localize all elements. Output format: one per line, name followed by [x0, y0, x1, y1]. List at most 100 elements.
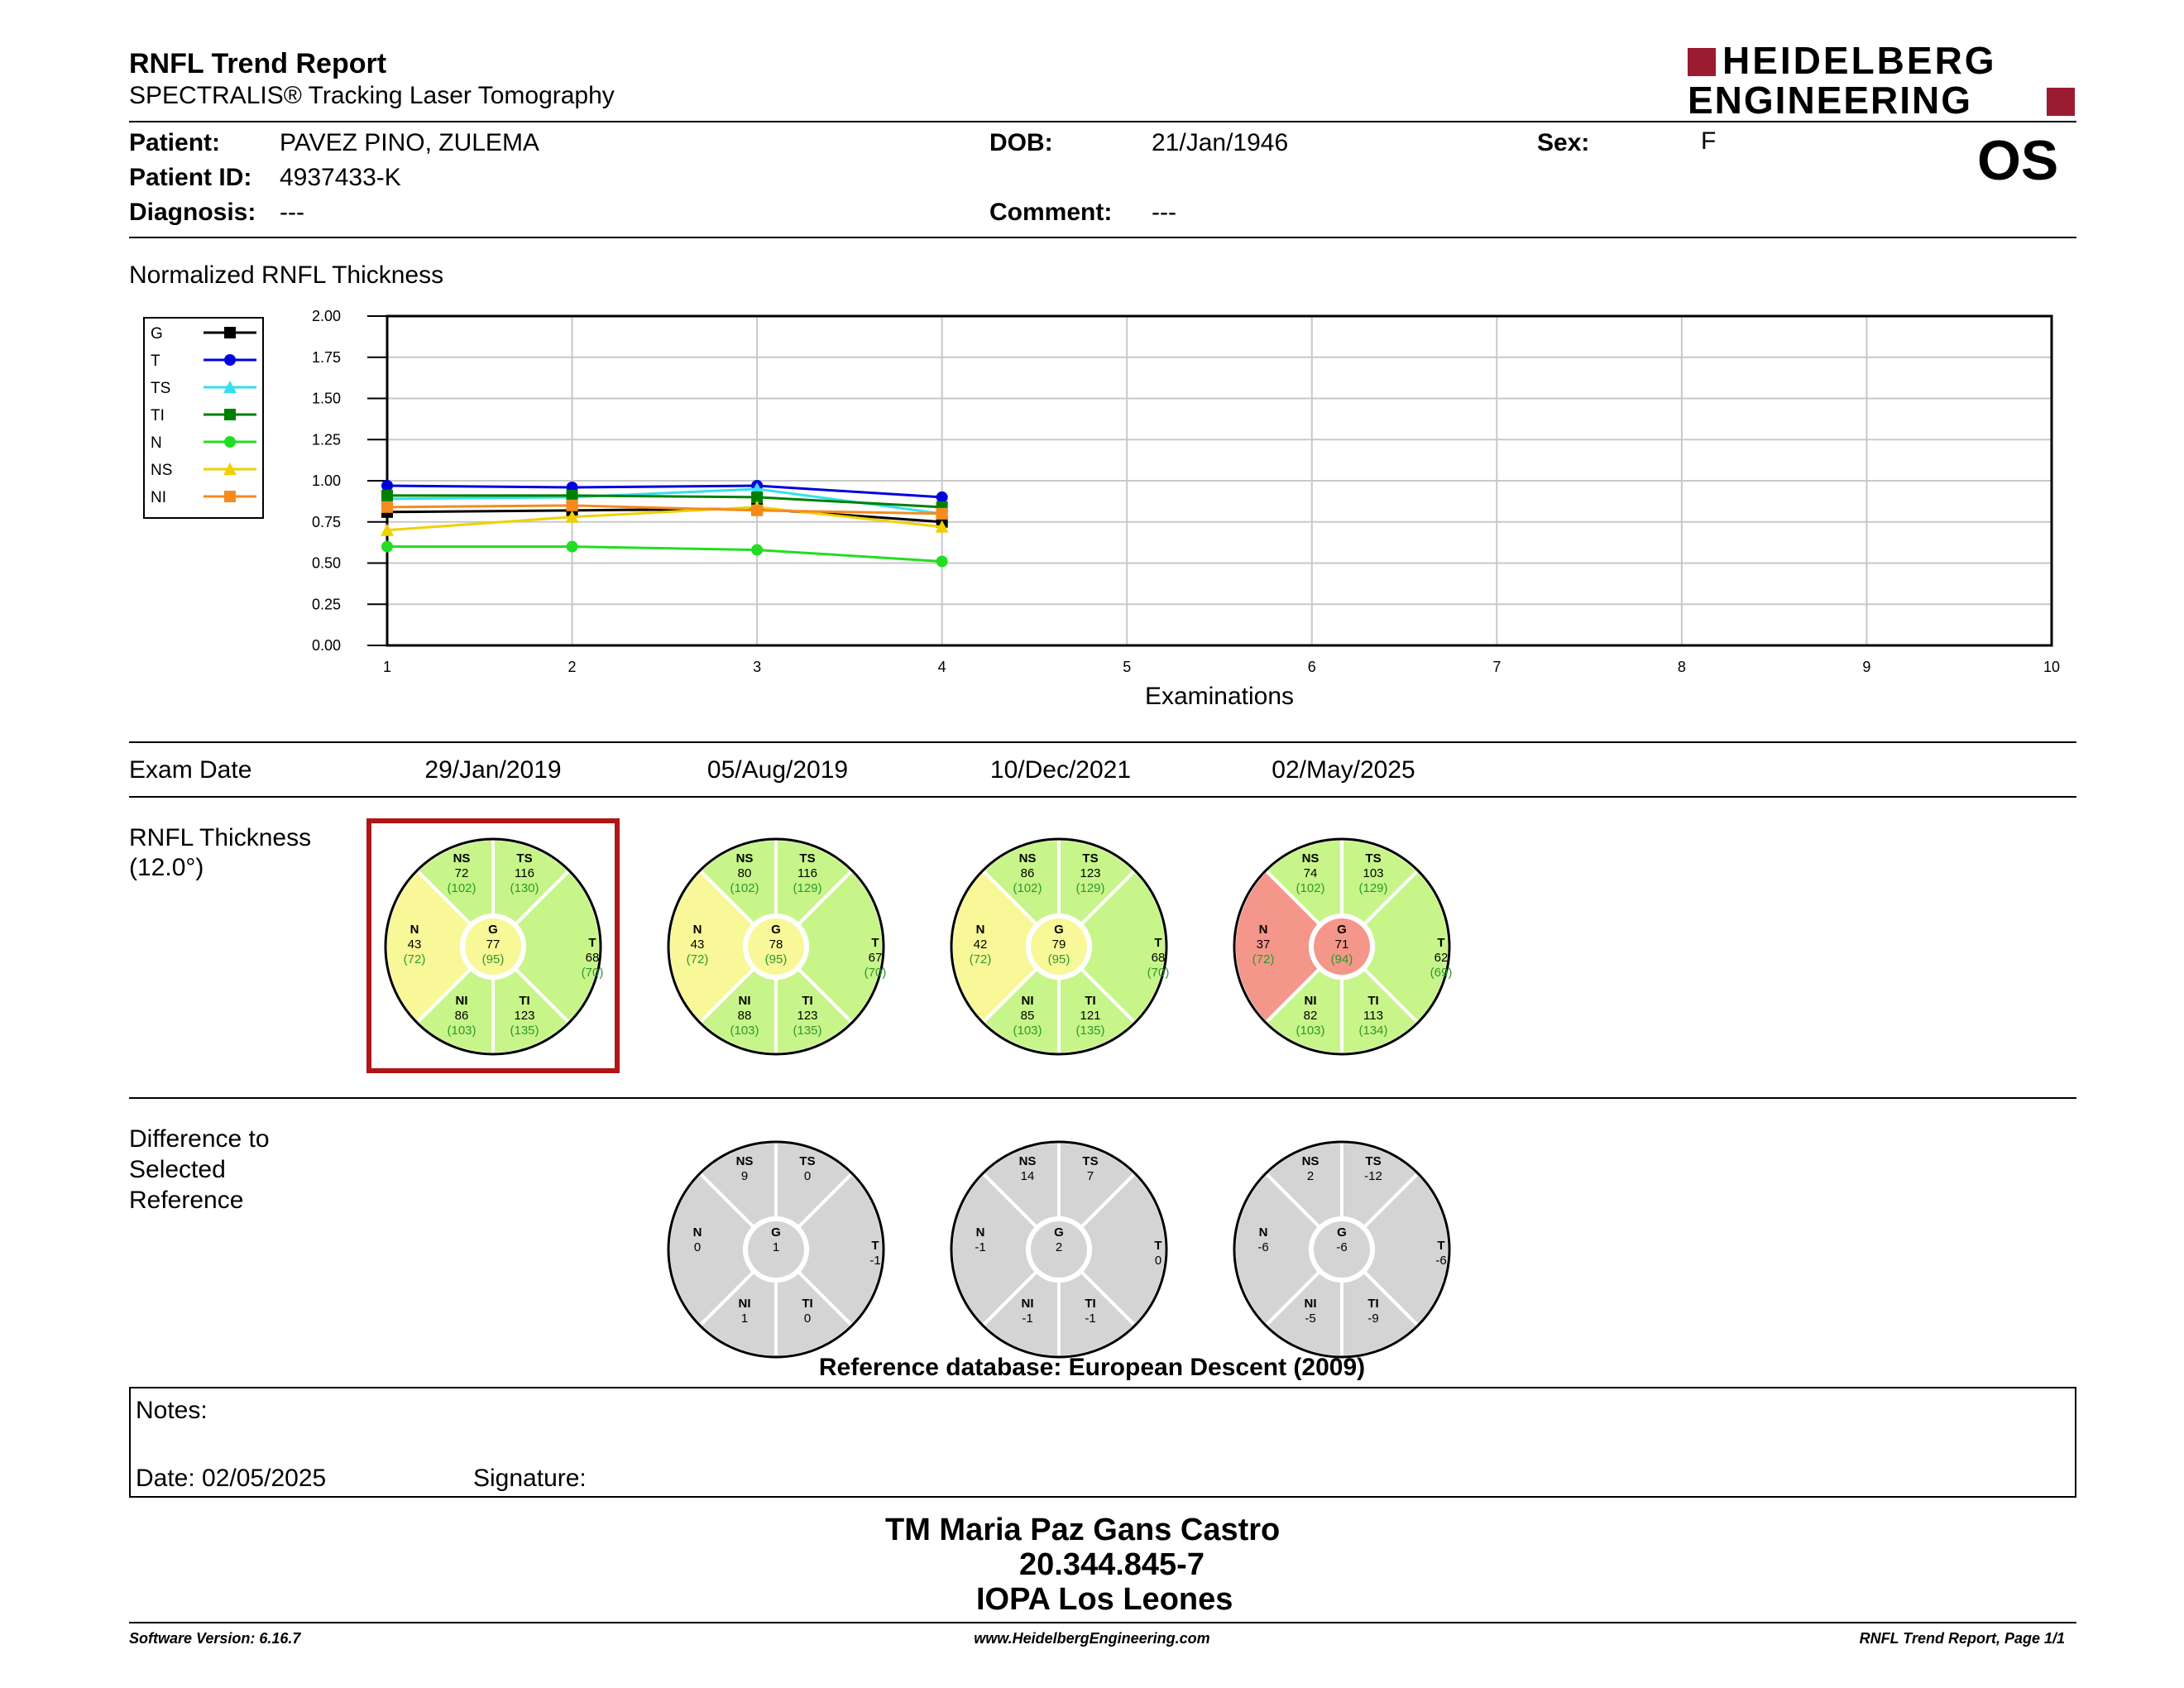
sector-name: TI: [1085, 1297, 1095, 1311]
notes-date: Date: 02/05/2025: [136, 1465, 327, 1492]
data-point: [381, 479, 393, 492]
series-line: [387, 545, 942, 563]
patient-id: 4937433-K: [280, 164, 401, 191]
report-title: RNFL Trend Report: [129, 48, 387, 79]
sector-normal: (103): [730, 1024, 759, 1038]
outer-ring: [384, 837, 602, 1056]
exam-date-1: 29/Jan/2019: [424, 756, 562, 784]
stamp-org: IOPA Los Leones: [976, 1582, 1233, 1617]
data-point: [751, 491, 764, 503]
sector-name: G: [1054, 1225, 1064, 1240]
outer-ring: [1233, 837, 1451, 1056]
sector-name: NI: [739, 994, 751, 1008]
legend-label: TI: [151, 407, 165, 424]
footer-divider: [129, 1622, 2076, 1623]
data-point: [566, 540, 578, 553]
sector-difference: -6: [1435, 1254, 1446, 1268]
data-point: [751, 504, 764, 516]
page-number: RNFL Trend Report, Page 1/1: [1859, 1630, 2065, 1647]
legend-marker: [224, 491, 236, 502]
sector-name: NS: [1302, 1154, 1320, 1168]
sector-name: TI: [1085, 994, 1095, 1008]
sector-name: T: [1437, 936, 1444, 950]
sector-value: 121: [1080, 1009, 1100, 1023]
sector-name: N: [976, 1225, 985, 1240]
series-ni: [381, 499, 948, 520]
selected-reference-frame: [366, 818, 620, 1073]
sector-name: N: [693, 923, 702, 937]
sector-difference: -1: [1085, 1312, 1095, 1326]
sector-difference: 2: [1056, 1240, 1062, 1254]
sector-normal: (129): [793, 881, 821, 895]
sector-difference: 7: [1087, 1169, 1094, 1183]
patient-label: Patient:: [129, 129, 221, 156]
sector-normal: (102): [1013, 881, 1042, 895]
data-point: [381, 501, 393, 513]
sector-difference: 1: [773, 1240, 779, 1254]
y-tick-label: 0.25: [312, 596, 341, 612]
sector-value: 113: [1363, 1009, 1383, 1023]
exam-date-label: Exam Date: [129, 756, 252, 784]
sector-difference: 0: [1155, 1254, 1161, 1268]
sector-normal: (103): [447, 1024, 476, 1038]
website-link[interactable]: www.HeidelbergEngineering.com: [974, 1630, 1210, 1647]
sector-value: 123: [514, 1009, 534, 1023]
exam-date-divider: [129, 796, 2076, 798]
series-ti: [381, 489, 948, 513]
sector-value: 116: [515, 866, 534, 880]
sector-name: TI: [519, 994, 529, 1008]
sector-name: G: [1337, 1225, 1347, 1240]
sector-name: G: [1054, 923, 1064, 937]
comment-value: ---: [1152, 199, 1176, 226]
sector-difference: 0: [694, 1240, 701, 1254]
sector-name: T: [1437, 1239, 1444, 1253]
data-point: [936, 507, 948, 520]
center-ring: [743, 914, 809, 980]
sector-name: NS: [1302, 851, 1320, 866]
legend-marker: [224, 409, 236, 420]
sector-name: NS: [736, 851, 754, 866]
sex-label: Sex:: [1537, 129, 1590, 156]
sector-name: TI: [1367, 1297, 1378, 1311]
patient-name: PAVEZ PINO, ZULEMA: [280, 129, 539, 156]
data-point: [935, 520, 949, 533]
sector-name: N: [1259, 923, 1268, 937]
sector-value: 85: [1021, 1009, 1035, 1023]
sector-g: [1031, 1221, 1087, 1278]
sector-value: 68: [586, 951, 600, 965]
series-ts: [381, 482, 949, 520]
sector-g: [1031, 918, 1087, 975]
center-ring: [1309, 1216, 1375, 1283]
sector-value: 42: [974, 938, 988, 952]
y-tick-label: 0.75: [312, 514, 341, 530]
sector-normal: (102): [730, 881, 759, 895]
sector-difference: -1: [975, 1240, 985, 1254]
sector-difference: 2: [1307, 1169, 1314, 1183]
sector-difference: 0: [804, 1312, 811, 1326]
sector-normal: (95): [482, 952, 505, 966]
diagnosis-value: ---: [280, 199, 304, 226]
sector-difference: 9: [741, 1169, 748, 1183]
legend-marker: [224, 354, 236, 366]
dob-label: DOB:: [989, 129, 1053, 156]
sector-difference: 1: [741, 1312, 748, 1326]
x-axis-label: Examinations: [1145, 683, 1294, 710]
sector-value: 80: [738, 866, 752, 880]
data-point: [751, 544, 764, 556]
logo-text-engineering: ENGINEERING: [1688, 79, 1973, 122]
series-line: [386, 507, 942, 524]
sector-g: [1314, 918, 1370, 975]
sector-value: 123: [797, 1009, 817, 1023]
sector-normal: (69): [1430, 966, 1453, 980]
sector-name: NS: [453, 851, 471, 866]
sector-name: TS: [1365, 851, 1381, 866]
legend-label: TS: [151, 380, 170, 397]
sector-name: NI: [456, 994, 468, 1008]
sector-value: 72: [455, 866, 469, 880]
sector-difference: -9: [1367, 1312, 1378, 1326]
series-line: [386, 506, 942, 532]
difference-label-2: Selected: [129, 1156, 226, 1183]
x-tick-label: 9: [1862, 659, 1870, 675]
